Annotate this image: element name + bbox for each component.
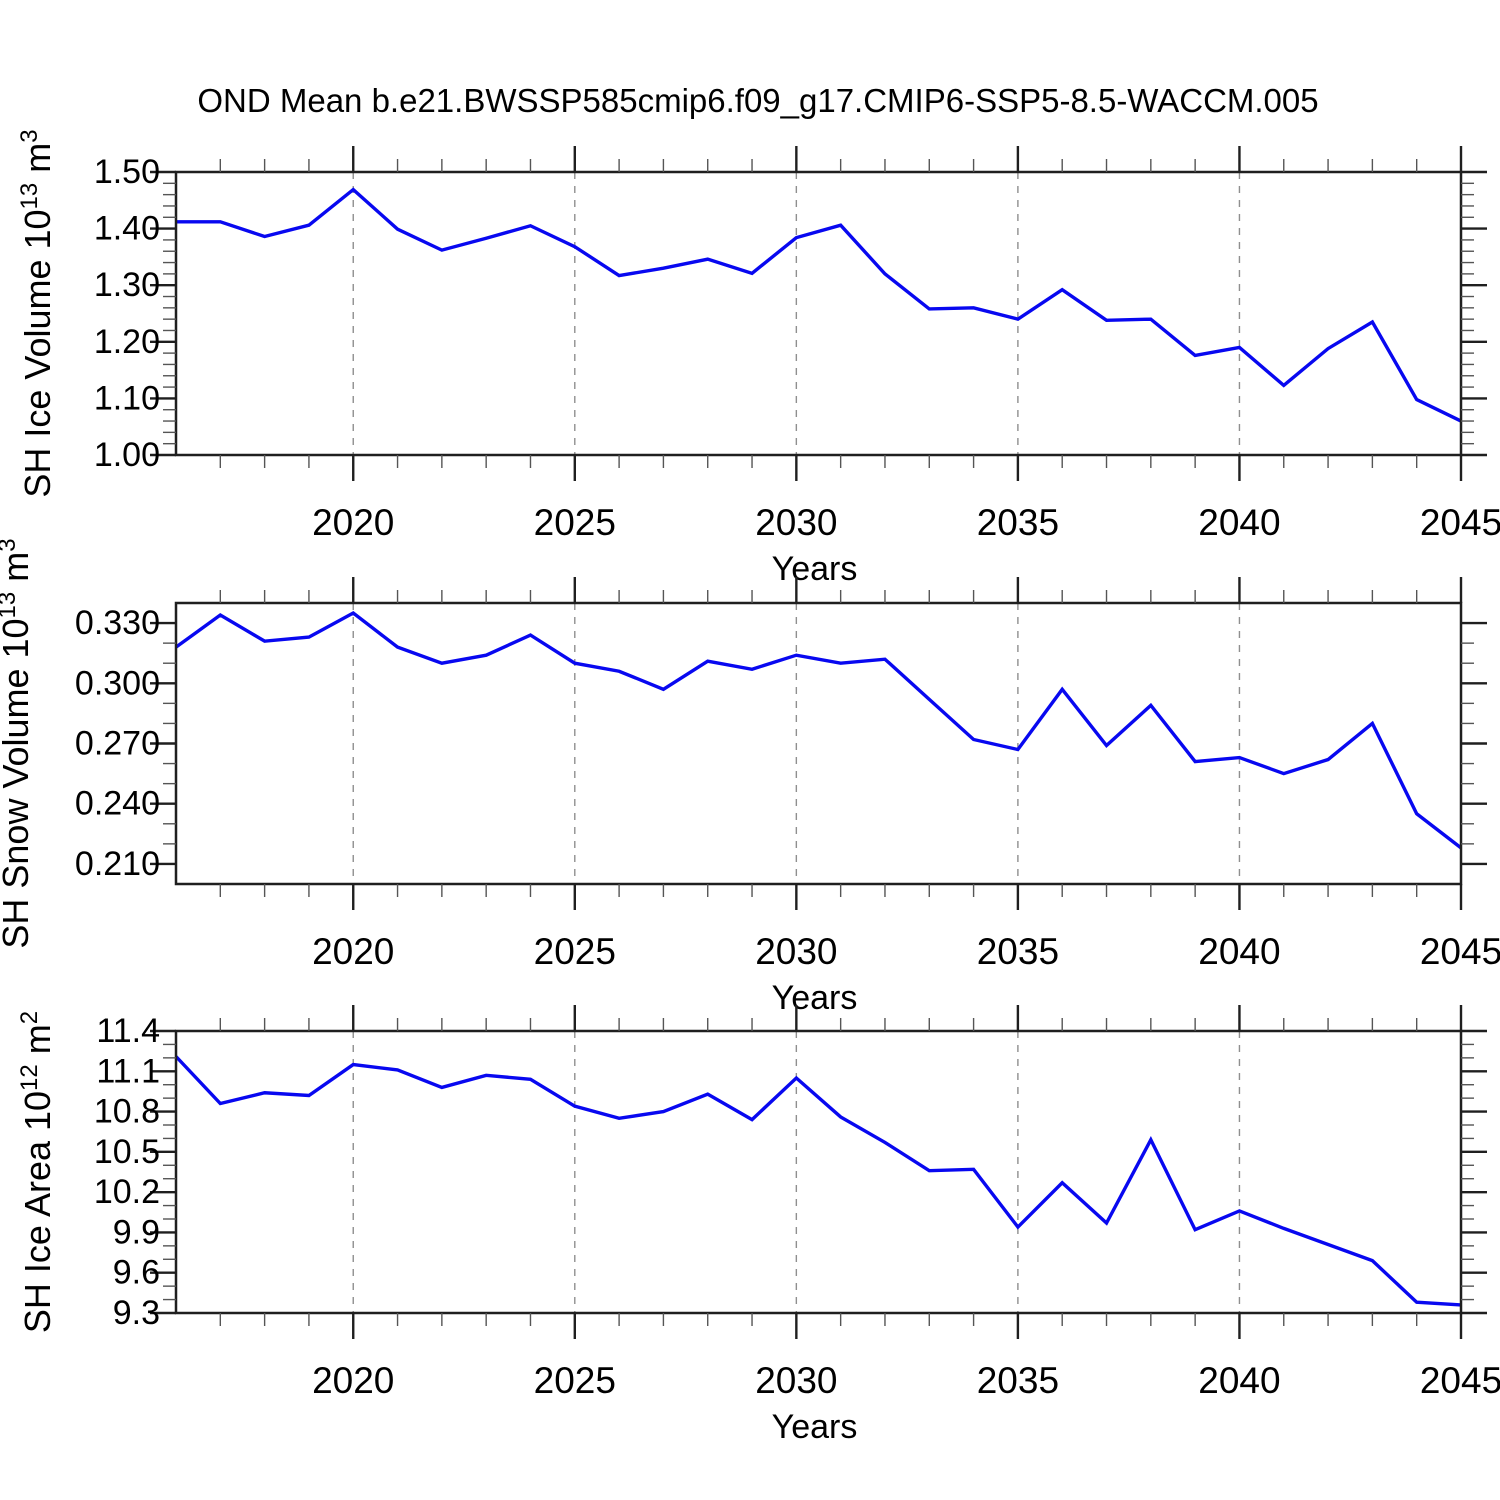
chart-sh-snow-volume: 0.210 0.240 0.270 0.300 0.330 2020 2025 2030 203…	[0, 538, 1500, 1017]
ytick-label: 10.8	[94, 1093, 160, 1131]
xtick-label: 2045	[1420, 931, 1500, 972]
series-sh-ice-area	[174, 1055, 1462, 1307]
y-axis-title: SH Ice Volume 1013 m3	[16, 129, 58, 497]
ytick-label: 11.4	[96, 1012, 160, 1050]
ytick-label: 9.6	[113, 1254, 160, 1292]
xtick-label: 2045	[1420, 1360, 1500, 1401]
ytick-label: 1.40	[94, 210, 160, 248]
ytick-label: 11.1	[96, 1052, 160, 1090]
x-axis-title: Years	[772, 550, 858, 588]
xtick-label: 2020	[312, 502, 394, 543]
ytick-label: 9.9	[113, 1213, 160, 1251]
figure-title: OND Mean b.e21.BWSSP585cmip6.f09_g17.CMI…	[197, 82, 1318, 119]
ytick-label: 1.10	[94, 379, 160, 417]
ytick-label: 10.2	[94, 1173, 160, 1211]
xtick-label: 2040	[1198, 931, 1280, 972]
charts-group: 1.00 1.10 1.20 1.30 1.40 1.50 2020 2025 2030 2035…	[0, 129, 1500, 1446]
xtick-label: 2020	[312, 931, 394, 972]
xtick-label: 2030	[755, 502, 837, 543]
ytick-label: 0.240	[75, 785, 160, 823]
chart-sh-ice-volume: 1.00 1.10 1.20 1.30 1.40 1.50 2020 2025 2030 2035…	[16, 129, 1500, 588]
xtick-label: 2040	[1198, 1360, 1280, 1401]
ytick-label: 10.5	[94, 1133, 160, 1171]
ytick-label: 1.30	[94, 266, 160, 304]
ytick-label: 0.210	[75, 845, 160, 883]
ytick-label: 0.270	[75, 725, 160, 763]
xtick-label: 2025	[534, 1360, 616, 1401]
xtick-label: 2030	[755, 931, 837, 972]
series-sh-ice-volume	[176, 187, 1462, 423]
xtick-label: 2030	[755, 1360, 837, 1401]
series-sh-snow-volume	[175, 611, 1463, 850]
xtick-label: 2035	[977, 502, 1059, 543]
y-axis-title: SH Snow Volume 1013 m3	[0, 538, 36, 948]
xtick-label: 2040	[1198, 502, 1280, 543]
ytick-label: 0.330	[75, 604, 160, 642]
xtick-label: 2045	[1420, 502, 1500, 543]
chart-sh-ice-area: 9.39.69.910.210.510.811.111.4 2020 2025 203…	[16, 1005, 1500, 1446]
ytick-label: 1.50	[94, 153, 160, 191]
x-axis-title: Years	[772, 979, 858, 1017]
ytick-label: 9.3	[113, 1294, 160, 1332]
ytick-label: 0.300	[75, 664, 160, 702]
ytick-label: 1.00	[94, 436, 160, 474]
ytick-label: 1.20	[94, 323, 160, 361]
xtick-label: 2035	[977, 1360, 1059, 1401]
xtick-label: 2025	[534, 502, 616, 543]
xtick-label: 2035	[977, 931, 1059, 972]
y-axis-title: SH Ice Area 1012 m2	[16, 1011, 58, 1333]
xtick-label: 2025	[534, 931, 616, 972]
x-axis-title: Years	[772, 1408, 858, 1446]
xtick-label: 2020	[312, 1360, 394, 1401]
